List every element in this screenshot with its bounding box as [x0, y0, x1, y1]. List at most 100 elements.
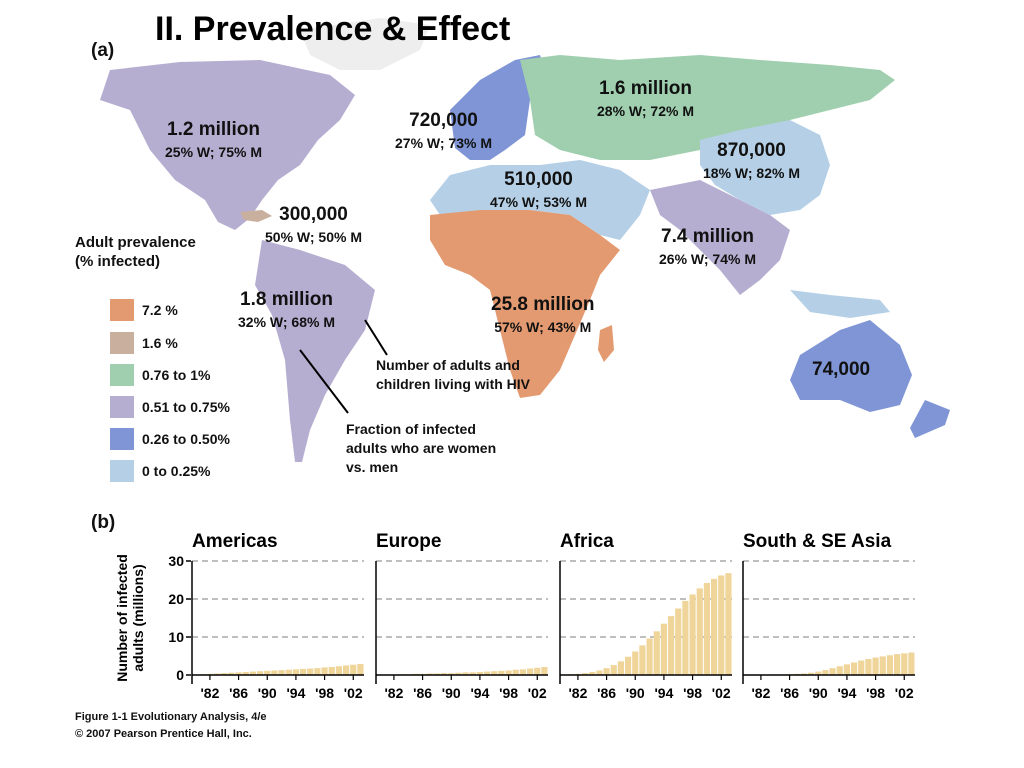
bar	[214, 673, 221, 675]
bar	[285, 669, 292, 675]
bar	[519, 669, 526, 675]
bar	[808, 672, 815, 675]
panel-b-label: (b)	[91, 512, 116, 533]
figure-caption: Figure 1-1 Evolutionary Analysis, 4/e	[75, 711, 267, 723]
y-axis-label-line: Number of infected	[114, 554, 130, 682]
region-sub-saharan-africa: 25.8 million 57% W; 43% M	[491, 295, 594, 334]
map-europe	[450, 55, 548, 160]
bar	[235, 672, 242, 675]
slide-title: II. Prevalence & Effect	[155, 10, 511, 48]
legend-swatch	[110, 460, 134, 482]
legend-item: 0 to 0.25%	[110, 459, 210, 483]
bar	[357, 663, 364, 675]
bar	[433, 673, 440, 675]
bar	[498, 670, 505, 675]
region-fraction: 50% W; 50% M	[265, 229, 362, 245]
bar	[271, 670, 278, 675]
bar	[505, 670, 512, 675]
bar	[582, 673, 589, 675]
region-fraction: 32% W; 68% M	[238, 314, 335, 330]
legend-title: Adult prevalence (% infected)	[75, 234, 196, 270]
region-oceania: 74,000	[812, 360, 870, 379]
x-tick-label: '90	[626, 685, 645, 701]
x-tick-label: '94	[654, 685, 673, 701]
callout-line-number	[364, 319, 388, 356]
bar	[476, 671, 483, 675]
bar	[300, 668, 307, 675]
y-tick-label: 30	[168, 553, 184, 569]
bar	[448, 673, 455, 675]
chart-title: South & SE Asia	[743, 531, 892, 552]
bar	[858, 660, 865, 675]
bar	[491, 671, 498, 675]
bar	[894, 654, 901, 675]
x-tick-label: '98	[315, 685, 334, 701]
legend-swatch	[110, 396, 134, 418]
map-australia	[790, 320, 912, 412]
bar	[718, 575, 725, 675]
legend-label: 1.6 %	[142, 335, 178, 351]
callout-line-fraction	[299, 349, 349, 414]
region-fraction: 26% W; 74% M	[659, 251, 756, 267]
x-tick-label: '02	[712, 685, 731, 701]
x-tick-label: '82	[751, 685, 770, 701]
x-tick-label: '86	[229, 685, 248, 701]
legend-label: 0 to 0.25%	[142, 463, 211, 479]
bar	[625, 656, 632, 675]
map-eastern-europe-central-asia	[520, 55, 895, 160]
bar	[455, 672, 462, 675]
region-caribbean: 300,000 50% W; 50% M	[265, 205, 362, 244]
copyright-notice: © 2007 Pearson Prentice Hall, Inc.	[75, 728, 252, 740]
bar	[632, 651, 639, 675]
region-count: 870,000	[717, 140, 786, 161]
x-tick-label: '94	[837, 685, 856, 701]
legend-item: 0.76 to 1%	[110, 363, 210, 387]
bar	[829, 668, 836, 675]
x-tick-label: '94	[470, 685, 489, 701]
region-east-asia: 870,000 18% W; 82% M	[703, 141, 800, 180]
bar	[321, 667, 328, 675]
bar	[660, 623, 667, 675]
map-sub-saharan-africa	[430, 210, 620, 398]
bar	[639, 645, 646, 675]
x-tick-label: '86	[780, 685, 799, 701]
map-east-asia	[700, 120, 830, 215]
bar	[221, 673, 228, 675]
legend-swatch	[110, 332, 134, 354]
bar	[257, 671, 264, 675]
x-tick-label: '94	[286, 685, 305, 701]
bar	[865, 659, 872, 675]
bar	[541, 667, 548, 675]
map-caribbean	[240, 210, 272, 222]
bar	[800, 673, 807, 675]
bar	[851, 662, 858, 675]
bar	[703, 583, 710, 675]
x-tick-label: '98	[866, 685, 885, 701]
region-count: 7.4 million	[661, 226, 754, 247]
bar	[836, 666, 843, 675]
bar	[278, 670, 285, 675]
x-tick-label: '98	[683, 685, 702, 701]
x-tick-label: '98	[499, 685, 518, 701]
x-tick-label: '90	[442, 685, 461, 701]
bar	[682, 600, 689, 675]
map-north-africa-middle-east	[430, 160, 650, 240]
legend-label: 7.2 %	[142, 302, 178, 318]
region-count: 25.8 million	[491, 294, 595, 315]
bar	[646, 638, 653, 675]
chart-title: Americas	[192, 531, 278, 552]
bar	[843, 664, 850, 675]
bar	[350, 664, 357, 675]
bar	[441, 673, 448, 675]
x-tick-label: '82	[384, 685, 403, 701]
x-tick-label: '90	[258, 685, 277, 701]
legend-item: 0.26 to 0.50%	[110, 427, 230, 451]
bar	[249, 671, 256, 675]
bar	[610, 665, 617, 675]
region-count: 1.2 million	[167, 119, 260, 140]
region-fraction: 57% W; 43% M	[494, 319, 592, 335]
map-south-se-asia	[650, 180, 790, 295]
region-north-africa-middle-east: 510,000 47% W; 53% M	[490, 170, 587, 209]
legend-label: 0.26 to 0.50%	[142, 431, 230, 447]
bar	[512, 669, 519, 675]
